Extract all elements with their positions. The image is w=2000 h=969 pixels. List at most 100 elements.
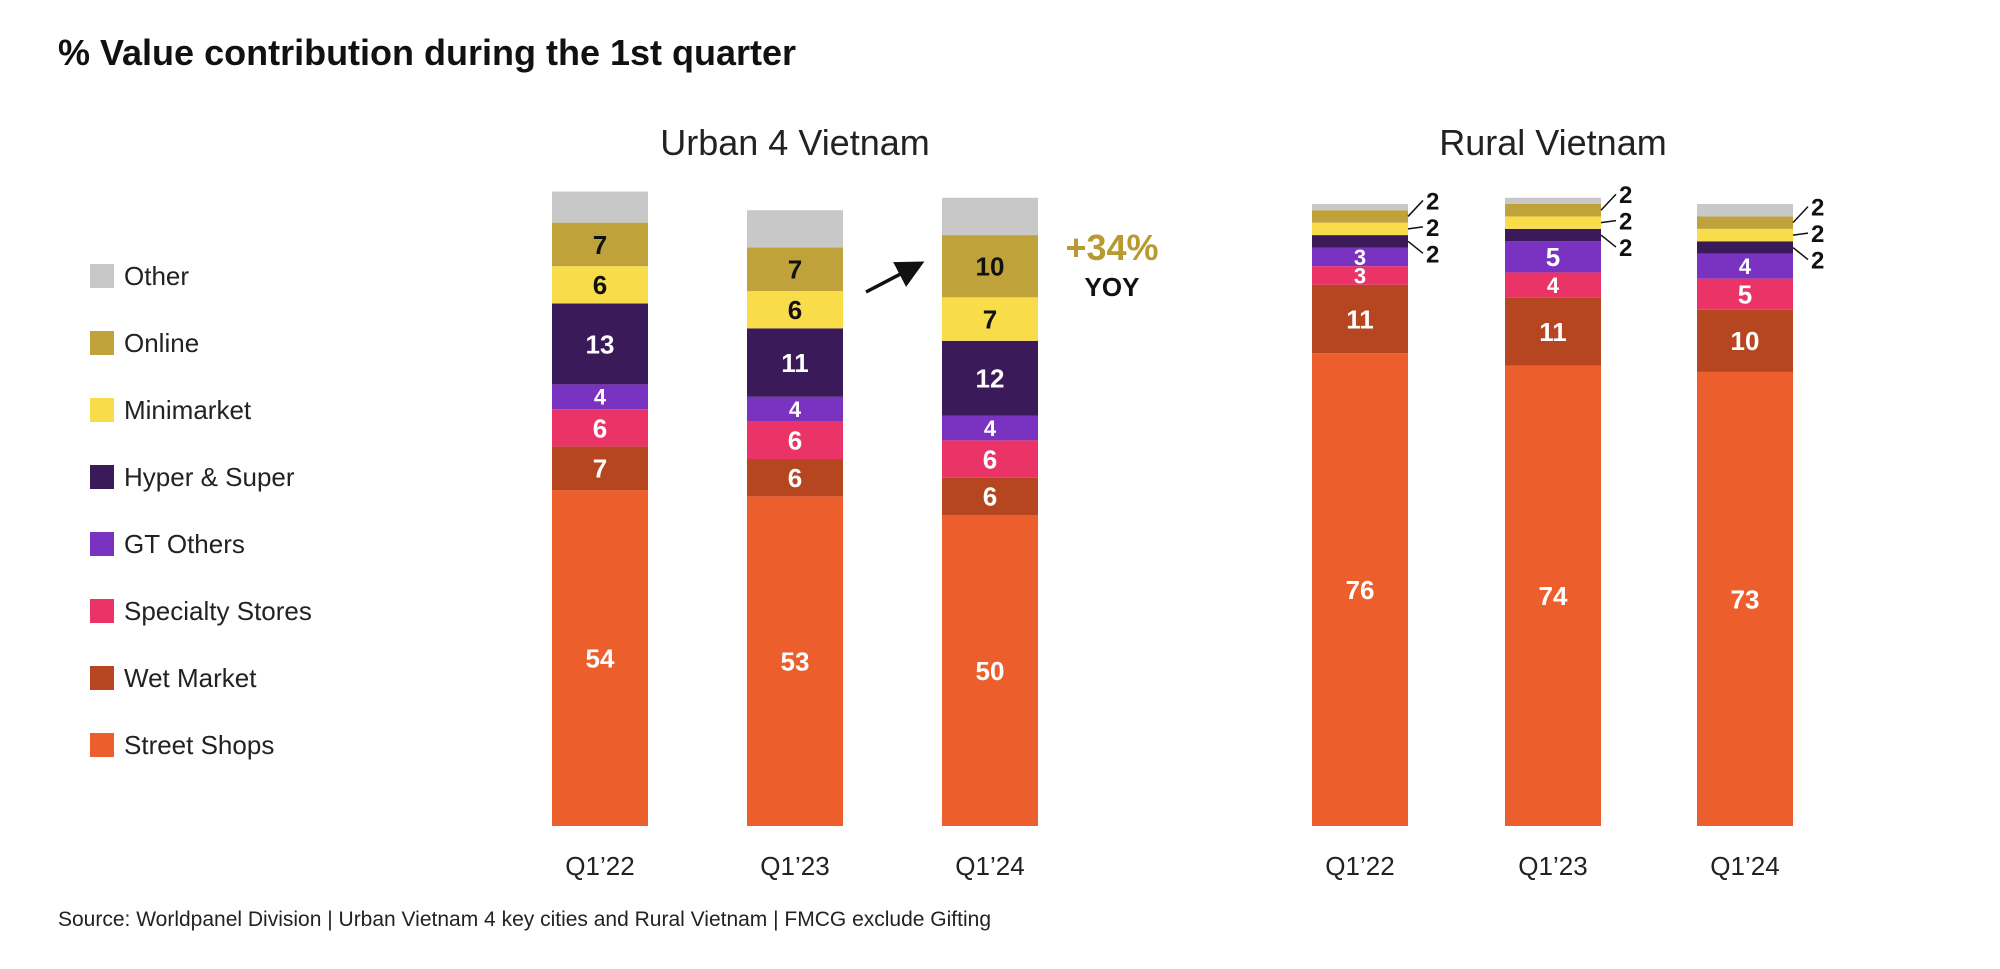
bar-segment-hyper-and-super-0-1	[747, 328, 843, 397]
bar-segment-other-0-1	[747, 210, 843, 248]
callout-line-online-1-2	[1792, 206, 1809, 224]
yoy-value: +34%	[1065, 227, 1158, 268]
bar-segment-wet-market-1-2	[1697, 309, 1793, 372]
data-label-street-shops-0-1: 53	[781, 647, 810, 677]
bar-segment-online-0-2	[942, 235, 1038, 298]
data-label-wet-market-0-2: 6	[983, 482, 997, 512]
callout-line-minimarket-1-2	[1792, 232, 1809, 236]
panel-title-urban-4-vietnam: Urban 4 Vietnam	[660, 122, 930, 163]
data-label-specialty-stores-1-0: 3	[1354, 263, 1366, 288]
data-label-gt-others-0-2: 4	[984, 416, 997, 441]
bar-segment-gt-others-0-1	[747, 396, 843, 422]
bar-segment-wet-market-0-2	[942, 477, 1038, 515]
panel-title-rural-vietnam: Rural Vietnam	[1439, 122, 1666, 163]
x-tick-label-0-1: Q1’23	[760, 851, 829, 881]
legend-label-hyper-and-super: Hyper & Super	[124, 462, 295, 492]
bar-segment-gt-others-0-0	[552, 384, 648, 410]
data-label-street-shops-1-2: 73	[1731, 584, 1760, 614]
bar-segment-specialty-stores-0-2	[942, 440, 1038, 478]
page-title: % Value contribution during the 1st quar…	[58, 32, 797, 73]
bar-segment-minimarket-1-1	[1505, 216, 1601, 229]
data-label-online-0-2: 10	[976, 252, 1005, 282]
bar-segment-street-shops-1-1	[1505, 365, 1601, 826]
bar-segment-wet-market-1-1	[1505, 297, 1601, 366]
data-label-street-shops-1-0: 76	[1346, 575, 1375, 605]
x-tick-label-1-2: Q1’24	[1710, 851, 1779, 881]
bar-segment-minimarket-0-1	[747, 291, 843, 329]
bar-segment-hyper-and-super-1-0	[1312, 235, 1408, 248]
callout-line-minimarket-1-1	[1600, 219, 1617, 224]
x-tick-label-0-0: Q1’22	[565, 851, 634, 881]
data-label-minimarket-0-0: 6	[593, 270, 607, 300]
data-label-hyper-and-super-0-1: 11	[781, 348, 809, 378]
data-label-online-1-0: 2	[1426, 188, 1439, 215]
bar-segment-wet-market-1-0	[1312, 284, 1408, 354]
bar-segment-street-shops-1-0	[1312, 353, 1408, 826]
callout-line-minimarket-1-0	[1407, 226, 1424, 230]
bar-segment-hyper-and-super-1-1	[1505, 228, 1601, 242]
data-label-specialty-stores-0-2: 6	[983, 444, 997, 474]
x-tick-label-1-1: Q1’23	[1518, 851, 1587, 881]
data-label-wet-market-0-1: 6	[788, 463, 802, 493]
bar-segment-hyper-and-super-0-2	[942, 340, 1038, 416]
bar-segment-specialty-stores-1-2	[1697, 278, 1793, 310]
bar-segment-other-1-0	[1312, 204, 1408, 211]
bar-segment-specialty-stores-1-0	[1312, 266, 1408, 285]
data-label-specialty-stores-0-0: 6	[593, 413, 607, 443]
data-label-street-shops-0-2: 50	[976, 656, 1005, 686]
bar-segment-street-shops-0-0	[552, 490, 648, 826]
bar-segment-street-shops-0-1	[747, 496, 843, 826]
source-note: Source: Worldpanel Division | Urban Viet…	[58, 908, 991, 931]
bar-segment-specialty-stores-0-0	[552, 409, 648, 447]
bar-segment-other-1-2	[1697, 204, 1793, 217]
yoy-label: YOY	[1085, 272, 1140, 302]
data-label-online-0-0: 7	[593, 230, 607, 260]
bar-segment-online-0-0	[552, 222, 648, 267]
legend-swatch-online	[90, 331, 114, 355]
data-label-hyper-and-super-1-0: 2	[1426, 241, 1439, 268]
data-label-wet-market-0-0: 7	[593, 454, 607, 484]
data-label-minimarket-1-1: 2	[1619, 209, 1632, 236]
bar-segment-specialty-stores-1-1	[1505, 272, 1601, 298]
arrow-up-right-icon	[865, 261, 925, 294]
data-label-online-1-1: 2	[1619, 182, 1632, 209]
data-label-hyper-and-super-1-2: 2	[1811, 248, 1824, 275]
legend-label-street-shops: Street Shops	[124, 730, 274, 760]
x-tick-label-0-2: Q1’24	[955, 851, 1024, 881]
data-label-gt-others-1-0: 3	[1354, 245, 1366, 270]
bar-segment-online-0-1	[747, 247, 843, 292]
bar-segment-gt-others-1-2	[1697, 253, 1793, 279]
bar-segment-online-1-2	[1697, 216, 1793, 229]
bar-segment-street-shops-1-2	[1697, 371, 1793, 826]
bar-segment-hyper-and-super-1-2	[1697, 241, 1793, 254]
x-tick-label-1-0: Q1’22	[1325, 851, 1394, 881]
legend-swatch-street-shops	[90, 733, 114, 757]
legend-label-specialty-stores: Specialty Stores	[124, 596, 312, 626]
data-label-wet-market-1-1: 11	[1539, 317, 1567, 347]
bar-segment-other-0-0	[552, 191, 648, 223]
legend-swatch-minimarket	[90, 398, 114, 422]
data-label-street-shops-0-0: 54	[586, 643, 615, 673]
data-label-online-0-1: 7	[788, 255, 802, 285]
legend-swatch-wet-market	[90, 666, 114, 690]
data-label-hyper-and-super-0-2: 12	[976, 364, 1005, 394]
legend-swatch-other	[90, 264, 114, 288]
bar-segment-hyper-and-super-0-0	[552, 303, 648, 385]
bar-segment-specialty-stores-0-1	[747, 421, 843, 460]
data-label-gt-others-0-1: 4	[789, 397, 802, 422]
bar-segment-minimarket-1-2	[1697, 228, 1793, 242]
data-label-wet-market-1-0: 11	[1346, 304, 1374, 334]
data-label-specialty-stores-1-2: 5	[1738, 280, 1752, 310]
data-label-minimarket-1-2: 2	[1811, 221, 1824, 248]
bar-segment-wet-market-0-0	[552, 446, 648, 491]
data-label-gt-others-1-2: 4	[1739, 254, 1752, 279]
chart-area: Other Online Minimarket Hyper & Super GT Oth…	[90, 122, 1824, 881]
bar-segment-street-shops-0-2	[942, 515, 1038, 826]
bar-segment-gt-others-1-0	[1312, 247, 1408, 267]
data-label-gt-others-0-0: 4	[594, 385, 607, 410]
data-label-minimarket-0-1: 6	[788, 295, 802, 325]
legend-swatch-specialty-stores	[90, 599, 114, 623]
legend-label-other: Other	[124, 261, 189, 291]
bar-segment-other-1-1	[1505, 197, 1601, 204]
legend-label-gt-others: GT Others	[124, 529, 245, 559]
